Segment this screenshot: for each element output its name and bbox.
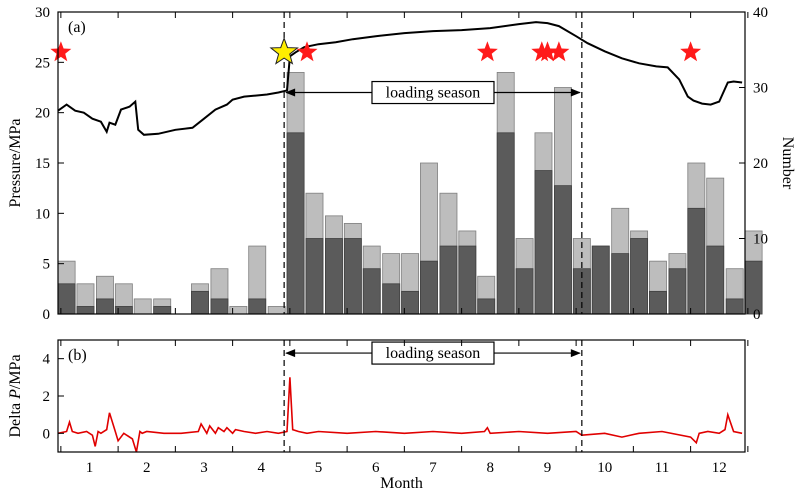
- y-tick-label-left: 0: [43, 307, 51, 323]
- bar-total: [267, 306, 286, 315]
- bar-subset: [534, 170, 553, 315]
- season-label-box: [371, 80, 495, 105]
- x-tick-label: 7: [429, 460, 437, 476]
- y-axis-right-title: Number: [779, 137, 796, 190]
- y-tick-label-right: 10: [753, 232, 768, 248]
- bar-subset: [286, 132, 305, 315]
- panel-a-label: (a): [68, 19, 86, 36]
- bar-subset: [325, 238, 343, 315]
- panel-b: loading season 1 2 3 4 5 6 7 8 9 10 11 12 024 (b) D…: [7, 339, 749, 492]
- season-label-box-b: [371, 341, 495, 365]
- panel-b-x-ticks: 1 2 3 4 5 6 7 8 9 10 11 12: [60, 340, 749, 476]
- bar-subset: [191, 290, 209, 315]
- y-tick-label-left: 20: [35, 106, 50, 122]
- bar-subset: [611, 253, 630, 315]
- y-tick-label-delta: 2: [43, 389, 51, 405]
- delta-p-line: [57, 377, 743, 453]
- x-tick-label: 10: [597, 460, 612, 476]
- y-axis-delta-title: Delta P/MPa: [7, 354, 24, 437]
- panel-b-label: (b): [68, 347, 87, 364]
- x-tick-label: 12: [712, 460, 727, 476]
- bar-subset: [477, 298, 496, 315]
- event-star-red: [548, 41, 570, 62]
- x-tick-label: 1: [86, 460, 94, 476]
- arrow-head-left-b: [285, 349, 296, 358]
- x-tick-label: 2: [143, 460, 151, 476]
- bar-subset: [515, 268, 534, 315]
- bar-subset: [554, 185, 572, 315]
- bar-subset: [305, 238, 324, 315]
- bar-subset: [382, 283, 401, 315]
- bar-subset: [706, 245, 725, 315]
- bar-subset: [420, 260, 438, 315]
- pressure-line: [57, 21, 743, 136]
- bar-subset: [668, 268, 687, 315]
- panel-b-y-ticks: 0 2 4: [43, 352, 64, 442]
- event-star-red: [680, 41, 702, 62]
- y-tick-label-left: 30: [35, 5, 50, 21]
- bar-subset: [96, 298, 114, 315]
- y-tick-label-left: 25: [35, 55, 50, 71]
- y-axis-left-title: Pressure/MPa: [7, 119, 24, 208]
- y-tick-label-left: 5: [43, 257, 51, 273]
- bar-subset: [630, 238, 649, 315]
- y-tick-label-right: 0: [753, 307, 761, 323]
- y-tick-label-right: 20: [753, 156, 768, 172]
- y-tick-label-right: 40: [753, 5, 768, 21]
- x-tick-label: 8: [486, 460, 494, 476]
- loading-season-annotation-b: loading season: [283, 340, 583, 452]
- bar-subset: [439, 245, 458, 315]
- y-tick-label-left: 10: [35, 206, 50, 222]
- event-star-yellow: [269, 36, 299, 65]
- x-axis-title: Month: [380, 475, 423, 492]
- x-tick-label: 4: [257, 460, 265, 476]
- loading-season-annotation: loading season: [283, 12, 583, 314]
- bar-subset: [362, 268, 381, 315]
- panel-a: loading season 0 5 10 15 20 25 30 0 10 20 30 40 (a…: [7, 5, 796, 323]
- bar-subset: [591, 245, 610, 315]
- event-star-red: [476, 41, 498, 62]
- x-tick-label: 9: [544, 460, 552, 476]
- panel-a-y-ticks-left: 0 5 10 15 20 25 30: [35, 5, 64, 323]
- season-label: loading season: [386, 85, 481, 102]
- bar-subset: [153, 306, 172, 315]
- bar-subset: [649, 290, 667, 315]
- event-star-red: [296, 41, 318, 62]
- bar-subset: [248, 298, 267, 315]
- y-tick-label-delta: 0: [43, 426, 51, 442]
- event-stars: [50, 36, 702, 65]
- y-tick-label-delta: 4: [43, 352, 51, 368]
- x-tick-label: 6: [372, 460, 380, 476]
- panel-a-y-ticks-right: 0 10 20 30 40: [739, 5, 768, 323]
- arrow-head-left: [285, 88, 296, 97]
- x-tick-label: 3: [200, 460, 208, 476]
- event-star-red: [50, 41, 72, 62]
- season-label-b: loading season: [386, 345, 481, 362]
- bar-series-total: [57, 72, 763, 315]
- arrow-head-right-b: [570, 349, 581, 358]
- bar-subset: [687, 207, 706, 315]
- panel-a-x-ticks: [60, 12, 749, 314]
- event-star-red: [537, 41, 558, 62]
- bar-subset: [76, 306, 95, 315]
- x-tick-label: 5: [315, 460, 323, 476]
- y-tick-label-right: 30: [753, 81, 768, 97]
- bar-series-subset: [57, 132, 763, 315]
- bar-subset: [210, 298, 229, 315]
- bar-subset: [343, 238, 362, 315]
- y-tick-label-left: 15: [35, 156, 50, 172]
- bar-total: [133, 298, 152, 315]
- bar-subset: [458, 245, 477, 315]
- x-tick-label: 11: [655, 460, 669, 476]
- bar-subset: [725, 298, 744, 315]
- arrow-head-right: [570, 88, 581, 97]
- bar-subset: [496, 132, 515, 315]
